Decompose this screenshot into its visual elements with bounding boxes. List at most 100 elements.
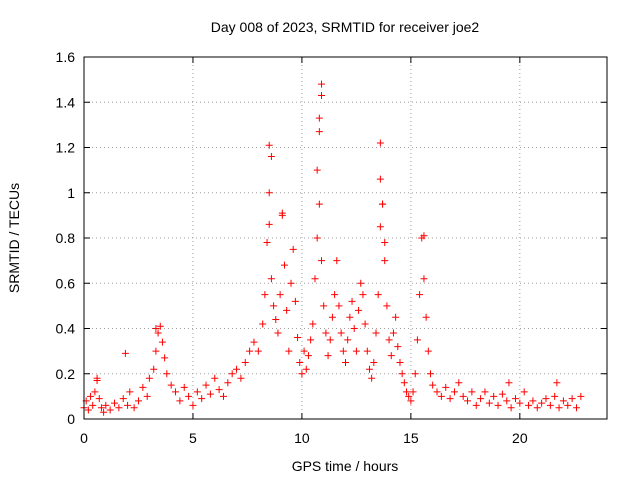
data-point [115,404,123,412]
data-point [145,374,153,382]
plot-frame [83,56,608,420]
data-point [422,313,430,321]
data-point [291,297,299,305]
data-point [215,386,223,394]
data-point [315,114,323,122]
data-point [254,347,262,355]
data-point [381,257,389,265]
data-point [396,358,404,366]
data-point [259,320,267,328]
x-tick-label: 5 [189,430,197,446]
data-point [289,245,297,253]
data-point [389,329,397,337]
data-point [498,390,506,398]
data-point [481,388,489,396]
data-point [455,379,463,387]
data-point [516,399,524,407]
data-point [298,370,306,378]
data-point [413,336,421,344]
x-tick-label: 20 [512,430,528,446]
data-point [409,388,417,396]
data-point [154,329,162,337]
data-point [158,338,166,346]
data-point [381,239,389,247]
data-point [318,80,326,88]
data-point [359,291,367,299]
data-point [335,302,343,310]
data-point [361,320,369,328]
data-point [233,365,241,373]
data-point [442,383,450,391]
x-tick-label: 10 [294,430,310,446]
data-point [420,232,428,240]
data-point [446,395,454,403]
data-point [403,388,411,396]
y-tick-label: 1.6 [56,49,76,65]
data-point [296,358,304,366]
data-point [87,392,95,400]
y-axis-label: SRMTID / TECUs [6,183,22,293]
data-point [326,336,334,344]
y-tick-labels: 0 0.2 0.4 0.6 0.8 1 1.2 1.4 1.6 [56,49,76,427]
data-point [302,365,310,373]
x-axis-label: GPS time / hours [292,458,399,474]
x-tick-label: 0 [80,430,88,446]
data-point [383,302,391,310]
data-point [172,388,180,396]
data-point [394,343,402,351]
data-point [152,325,160,332]
data-point [278,209,286,217]
data-point [318,257,326,265]
data-point [426,370,434,378]
data-point [265,220,273,228]
data-point [333,257,341,265]
data-point [342,358,349,366]
data-point [267,275,275,283]
y-tick-label: 0.2 [56,366,76,382]
data-point [283,306,291,314]
data-point [363,347,371,355]
data-point [357,279,365,287]
data-point [241,358,249,366]
data-point [450,388,458,396]
data-point [494,401,502,409]
data-point [350,325,358,332]
data-point [134,397,142,405]
x-tick-labels: 0 5 10 15 20 [80,430,528,446]
data-point [374,291,382,299]
data-point [265,189,273,197]
data-point [538,399,546,407]
data-point [161,354,169,362]
data-point [505,379,513,387]
data-point [211,374,219,382]
data-point [324,352,332,360]
data-point [322,329,330,337]
data-point [542,395,550,403]
data-point [344,336,352,344]
data-point [263,239,271,247]
data-point [100,408,108,416]
data-point [272,315,280,323]
data-point [84,406,92,414]
data-point [568,395,576,403]
data-point [139,383,147,391]
data-point [533,404,541,412]
data-point [572,404,580,412]
data-point [219,392,227,400]
data-point [564,401,572,409]
x-tick-label: 15 [403,430,419,446]
grid [84,57,607,419]
data-point [459,392,467,400]
data-point [392,313,400,321]
data-point [224,379,232,387]
y-tick-label: 1.4 [56,94,76,110]
data-point [577,392,585,400]
data-point [130,404,138,412]
data-point [400,379,408,387]
data-point [433,388,441,396]
tick-marks [83,56,607,420]
data-point [237,374,245,382]
data-point [520,388,528,396]
data-point [102,401,110,409]
data-point [313,166,321,174]
